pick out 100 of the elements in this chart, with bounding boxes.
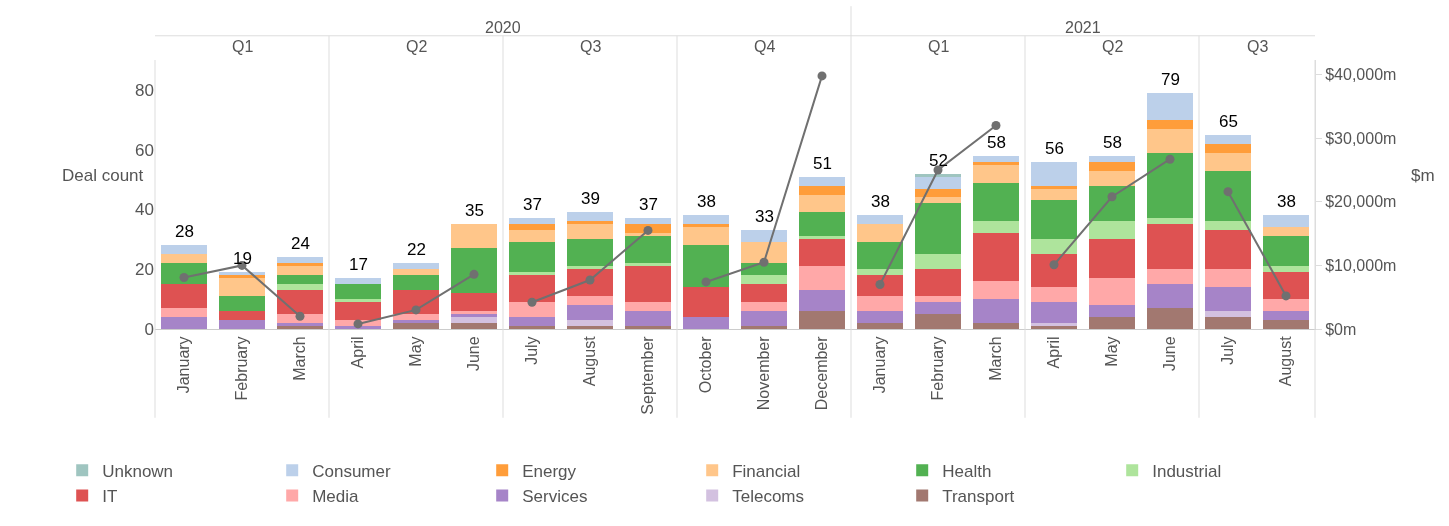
bar [567,212,613,222]
x-tick-label: October [697,335,715,394]
bar [509,272,555,276]
bar [973,221,1019,234]
bar [277,257,323,264]
bar [161,308,207,318]
bar [1031,161,1077,186]
point [469,269,479,279]
x-tick-label: May [1103,336,1121,367]
bar [335,284,381,300]
x-tick-label: August [1277,335,1295,387]
x-tick-label: January [871,336,889,394]
total-label: 35 [465,201,484,220]
bar [1263,299,1309,312]
bar [625,236,671,264]
bar [509,302,555,318]
bar [799,194,845,213]
x-tick-label: March [987,336,1005,381]
total-label: 51 [813,154,832,173]
bar [1089,221,1135,240]
x-tick-label: April [1045,336,1063,369]
bar [799,239,845,267]
bar [509,224,555,231]
bar [393,269,439,276]
bar [1205,230,1251,270]
y-tick-label: 20 [135,260,154,280]
total-label: 38 [697,192,716,211]
total-label: 65 [1219,112,1238,131]
legend-label: Consumer [312,461,391,481]
x-tick-label: June [465,336,483,372]
bar [625,263,671,267]
bar [509,275,555,303]
bar [683,227,729,246]
bar [451,323,497,329]
bar [1263,266,1309,273]
point [1049,260,1059,270]
point [295,311,305,321]
bar [509,218,555,225]
legend-label: Transport [942,487,1015,507]
legend-label: Financial [732,461,801,481]
bar [1031,302,1077,324]
bar [741,284,787,303]
bar [799,212,845,237]
bar [683,317,729,329]
x-tick-label: July [523,336,541,365]
bar [857,296,903,312]
bar [567,305,613,321]
bar [1089,317,1135,329]
text: Q1 [928,38,950,55]
total-label: 28 [175,222,194,241]
bar [741,302,787,312]
bar [567,224,613,240]
bar [1089,161,1135,171]
bar [915,254,961,270]
bar [799,290,845,312]
x-tick-label: February [929,336,947,401]
bar [741,275,787,285]
bar [973,161,1019,165]
bar [1205,311,1251,318]
bar [219,320,265,329]
point [701,277,711,287]
bar [683,215,729,225]
bar [393,323,439,329]
bar [1205,134,1251,144]
bar [451,293,497,312]
text: Q1 [232,38,254,55]
legend-label: Telecoms [732,487,805,507]
bar [1147,284,1193,309]
bar [1205,152,1251,171]
bar [1205,269,1251,288]
bar [1147,269,1193,285]
x-tick-label: January [175,336,193,394]
bar [335,299,381,303]
bar [1263,272,1309,300]
y-axis-title: Deal count [62,166,144,185]
text: Q2 [1102,38,1124,55]
total-label: 79 [1161,70,1180,89]
bar [857,242,903,270]
bar [567,221,613,225]
bar [1031,254,1077,288]
y-tick-label: 0 [144,319,154,339]
y-tick-label: 60 [135,140,154,160]
y2-tick-label: $10,000m [1325,257,1397,275]
bar [1263,227,1309,237]
bar [277,266,323,276]
y-tick-label: 80 [135,80,154,100]
x-tick-label: February [233,336,251,401]
bar [277,284,323,291]
y2-tick-label: $30,000m [1325,129,1397,147]
bar [1263,311,1309,321]
legend-label: Media [312,487,360,507]
bar [973,182,1019,222]
bar [915,197,961,204]
bar [277,290,323,315]
total-label: 58 [1103,133,1122,152]
bar [915,296,961,303]
total-label: 22 [407,240,426,259]
bar [1263,236,1309,267]
bar [567,266,613,270]
x-tick-label: November [755,335,773,411]
